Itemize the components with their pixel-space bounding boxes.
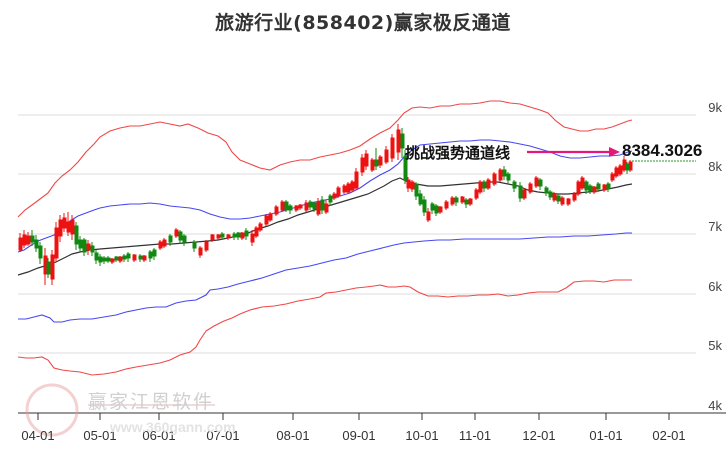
x-tick-label: 05-01: [83, 428, 117, 443]
x-tick-label: 04-01: [21, 428, 55, 443]
annotation-arrow: [527, 147, 620, 157]
outer-lower-band: [17, 279, 632, 376]
inner-lower-band: [18, 232, 632, 323]
x-tick-label: 02-01: [652, 428, 686, 443]
x-tick-label: 12-01: [522, 428, 556, 443]
x-tick-label: 06-01: [142, 428, 176, 443]
annotation-value: 8384.3026: [622, 141, 703, 160]
x-tick-label: 11-01: [458, 428, 492, 443]
x-axis: [18, 412, 726, 420]
annotation-label: 挑战强势通道线: [405, 144, 511, 162]
middle-line: [17, 177, 633, 276]
x-tick-label: 10-01: [405, 428, 439, 443]
y-tick-label: 9k: [708, 100, 722, 115]
watermark-url: www.360gann.com: [110, 419, 236, 435]
inner-upper-band: [17, 139, 633, 253]
x-tick-label: 08-01: [276, 428, 310, 443]
y-tick-label: 8k: [708, 159, 722, 174]
y-tick-label: 6k: [708, 279, 722, 294]
candles: [18, 124, 633, 285]
watermark-text: 赢家江恩软件: [88, 391, 215, 413]
x-tick-label: 09-01: [342, 428, 376, 443]
chart-title: 旅游行业(858402)赢家极反通道: [215, 12, 511, 34]
y-tick-label: 7k: [708, 219, 722, 234]
outer-upper-band: [17, 100, 633, 218]
y-tick-label: 5k: [708, 338, 722, 353]
x-tick-label: 01-01: [589, 428, 623, 443]
watermark-logo: [25, 383, 215, 437]
gridlines: [18, 114, 696, 354]
y-tick-label: 4k: [708, 398, 722, 413]
x-tick-label: 07-01: [206, 428, 240, 443]
